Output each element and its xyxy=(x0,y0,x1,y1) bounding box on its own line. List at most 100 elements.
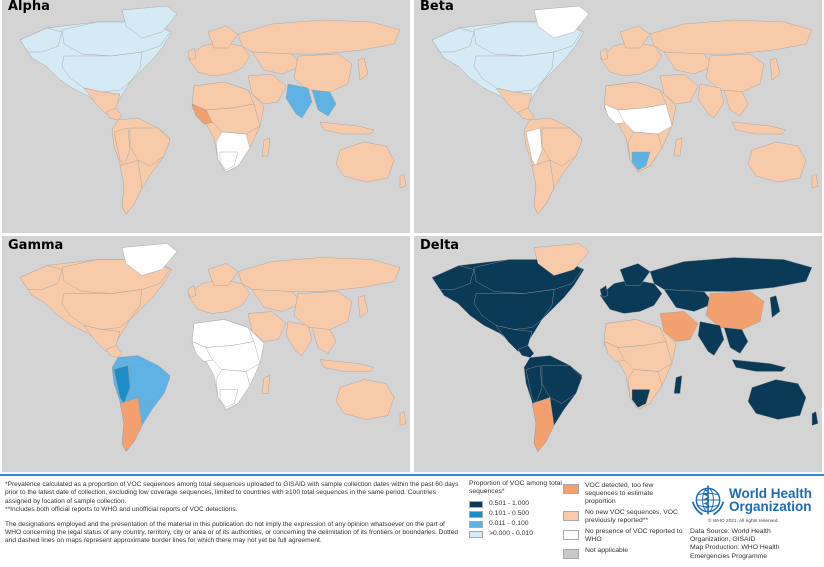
region-nz xyxy=(399,173,407,189)
copyright: © WHO 2021, All rights reserved. xyxy=(708,519,779,524)
legend-title: Proportion of VOC among total sequences* xyxy=(469,480,562,495)
region-china xyxy=(293,291,353,330)
legend-proportion: Proportion of VOC among total sequences*… xyxy=(469,480,569,539)
region-seasia xyxy=(723,327,749,354)
region-antarctic xyxy=(2,465,410,471)
region-seasia xyxy=(311,327,337,354)
region-andes xyxy=(525,365,543,404)
region-casia xyxy=(663,289,715,312)
panel-title-alpha: Alpha xyxy=(8,0,50,14)
legend-item: No presence of VOC reported to WHO xyxy=(563,528,683,544)
legend-item: 0.101 - 0.500 xyxy=(469,509,569,519)
region-antarctic xyxy=(414,465,822,471)
region-japan xyxy=(769,295,781,318)
world-map-delta xyxy=(414,237,822,471)
region-brazil xyxy=(129,127,171,167)
region-madagascar xyxy=(673,375,683,394)
region-australia xyxy=(747,379,807,420)
region-southcone xyxy=(119,397,143,452)
region-camerica xyxy=(517,345,535,358)
region-cafrica xyxy=(205,341,261,372)
region-andes xyxy=(525,127,543,167)
legend-swatch xyxy=(469,510,483,518)
region-australia xyxy=(747,141,807,183)
region-usa xyxy=(61,51,143,93)
region-sa_tip xyxy=(219,151,239,171)
map-panel-delta: Delta xyxy=(414,236,822,472)
footnote-reports: **Includes both official reports to WHO … xyxy=(5,506,238,514)
region-southcone xyxy=(119,159,143,215)
region-nz xyxy=(811,173,819,189)
legend-label: 0.101 - 0.500 xyxy=(489,510,530,517)
region-india xyxy=(285,321,313,356)
region-andes xyxy=(113,127,131,167)
region-scandi xyxy=(207,263,239,286)
region-madagascar xyxy=(261,137,271,157)
data-source-line1: Data Source: World Health xyxy=(690,528,771,535)
region-southcone xyxy=(531,159,555,215)
region-camerica xyxy=(105,345,123,358)
legend-item: 0.501 - 1.000 xyxy=(469,499,569,509)
world-map-gamma xyxy=(2,237,410,471)
region-greenland xyxy=(121,243,178,276)
who-name-line2: Organization xyxy=(729,499,812,514)
region-sa_tip xyxy=(631,151,651,171)
region-brazil xyxy=(129,365,171,404)
legend-label: Not applicable xyxy=(585,547,629,554)
region-europe xyxy=(599,279,663,314)
region-scandi xyxy=(207,25,239,49)
region-alaska xyxy=(431,265,475,290)
region-camerica xyxy=(105,107,123,121)
legend-label: >0.000 - 0.010 xyxy=(489,530,534,537)
region-china xyxy=(705,53,765,93)
region-wafrica xyxy=(191,341,217,362)
region-europe xyxy=(187,279,251,314)
region-sa_tip xyxy=(219,389,239,408)
region-india xyxy=(697,83,725,119)
region-cafrica xyxy=(617,341,673,372)
map-production-line2: Emergencies Programme xyxy=(690,552,768,560)
region-japan xyxy=(357,57,369,81)
region-uk xyxy=(187,285,197,298)
legend-label: VOC detected, too few sequences to estim… xyxy=(585,482,654,505)
region-alaska xyxy=(19,27,63,53)
region-cafrica xyxy=(617,103,673,135)
region-mideast xyxy=(659,73,699,105)
region-indonesia xyxy=(731,121,787,135)
region-russia xyxy=(649,257,813,292)
region-usa xyxy=(473,289,555,330)
region-mideast xyxy=(659,311,699,342)
region-greenland xyxy=(121,5,178,39)
world-map-beta xyxy=(414,0,822,233)
region-wafrica xyxy=(191,103,217,125)
legend-label: 0.501 - 1.000 xyxy=(489,500,530,507)
region-seasia xyxy=(311,89,337,117)
region-scandi xyxy=(619,25,651,49)
region-europe xyxy=(599,41,663,77)
region-japan xyxy=(769,57,781,81)
region-mideast xyxy=(247,311,287,342)
region-mideast xyxy=(247,73,287,105)
region-madagascar xyxy=(673,137,683,157)
region-casia xyxy=(663,51,715,75)
region-greenland xyxy=(533,5,590,39)
disclaimer: The designations employed and the presen… xyxy=(5,520,459,545)
region-casia xyxy=(251,289,303,312)
region-indonesia xyxy=(319,121,375,135)
who-emblem-icon xyxy=(691,485,725,516)
footnote-prevalence: *Prevalence calculated as a proportion o… xyxy=(5,481,459,505)
data-source: Data Source: World Health Organization, … xyxy=(690,528,820,561)
region-southcone xyxy=(531,397,555,452)
footer-divider xyxy=(0,474,824,476)
region-indonesia xyxy=(319,359,375,372)
region-sa_tip xyxy=(631,389,651,408)
map-production-line1: Map Production: WHO Health xyxy=(690,544,780,552)
region-casia xyxy=(251,51,303,75)
who-name: World Health Organization xyxy=(729,487,812,514)
legend-swatch xyxy=(469,520,483,528)
region-andes xyxy=(113,365,131,404)
region-russia xyxy=(649,19,813,55)
region-brazil xyxy=(541,365,583,404)
region-australia xyxy=(335,379,395,420)
region-alaska xyxy=(19,265,63,290)
